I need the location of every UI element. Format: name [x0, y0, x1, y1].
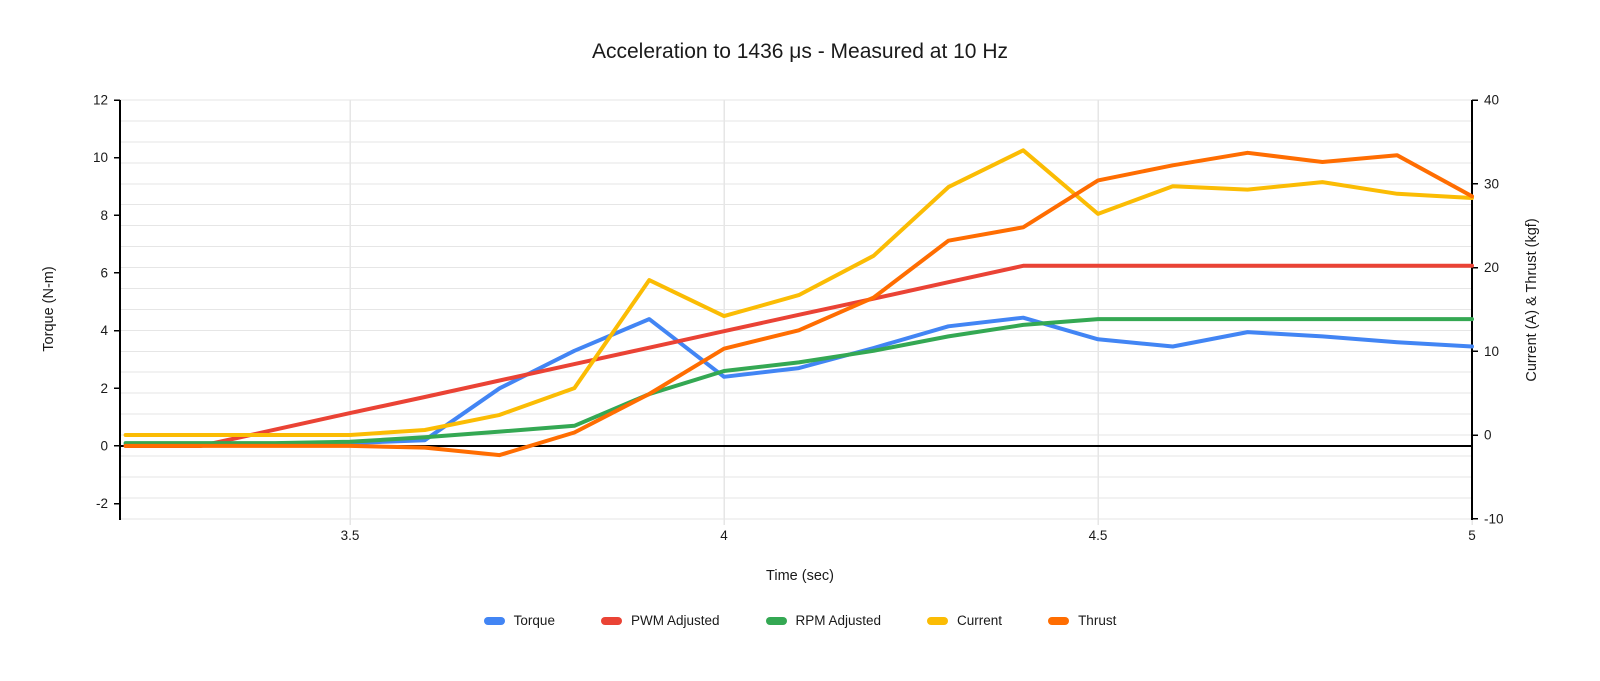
- left-tick-label: 0: [100, 438, 108, 453]
- legend-label: RPM Adjusted: [795, 613, 882, 628]
- legend-swatch-icon: [483, 616, 505, 625]
- series-line-torque: [123, 315, 1474, 447]
- chart-title: Acceleration to 1436 μs - Measured at 10…: [592, 40, 1008, 63]
- x-tick-label: 4: [720, 528, 728, 543]
- legend-item-thrust[interactable]: Thrust: [1048, 613, 1116, 628]
- legend-item-torque[interactable]: Torque: [483, 613, 555, 628]
- left-tick-label: 8: [100, 208, 108, 223]
- legend-label: Current: [957, 613, 1003, 628]
- left-tick-label: 12: [93, 93, 108, 108]
- legend-swatch-icon: [600, 616, 622, 625]
- series-line-pwm-adjusted: [123, 263, 1474, 448]
- legend-item-current[interactable]: Current: [927, 613, 1002, 628]
- left-tick-label: 10: [93, 150, 108, 165]
- right-tick-label: 30: [1484, 176, 1499, 191]
- legend-label: Thrust: [1078, 613, 1117, 628]
- legend-item-pwm-adjusted[interactable]: PWM Adjusted: [600, 613, 720, 628]
- x-tick-label: 3.5: [341, 528, 360, 543]
- series-line-thrust: [123, 150, 1474, 458]
- right-tick-label: -10: [1484, 511, 1504, 526]
- series-line-rpm-adjusted: [123, 317, 1474, 446]
- legend: Torque PWM Adjusted RPM Adjusted Current Thr…: [0, 613, 1600, 628]
- series-line-current: [123, 148, 1474, 437]
- legend-swatch-icon: [927, 616, 949, 625]
- left-tick-label: 2: [100, 381, 108, 396]
- legend-swatch-icon: [1048, 616, 1070, 625]
- right-tick-label: 40: [1484, 93, 1499, 108]
- legend-label: PWM Adjusted: [630, 613, 720, 628]
- left-tick-label: 4: [100, 323, 108, 338]
- x-axis-title: Time (sec): [766, 568, 834, 584]
- legend-item-rpm-adjusted[interactable]: RPM Adjusted: [765, 613, 882, 628]
- x-tick-label: 5: [1468, 528, 1476, 543]
- legend-label: Torque: [513, 613, 555, 628]
- right-tick-label: 20: [1484, 260, 1499, 275]
- left-tick-label: -2: [96, 496, 108, 511]
- legend-swatch-icon: [765, 616, 787, 625]
- left-tick-label: 6: [100, 265, 108, 280]
- right-tick-label: 0: [1484, 428, 1492, 443]
- x-tick-label: 4.5: [1089, 528, 1108, 543]
- right-tick-label: 10: [1484, 344, 1499, 359]
